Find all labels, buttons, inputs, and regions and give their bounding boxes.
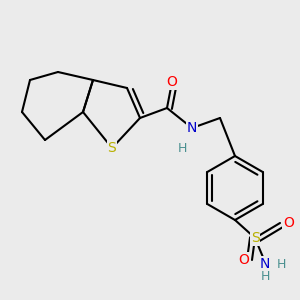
Text: O: O bbox=[238, 253, 249, 267]
Text: H: H bbox=[177, 142, 187, 154]
Text: H: H bbox=[260, 269, 270, 283]
Text: O: O bbox=[283, 216, 294, 230]
Text: N: N bbox=[187, 121, 197, 135]
Text: H: H bbox=[277, 257, 286, 271]
Text: S: S bbox=[108, 141, 116, 155]
Text: S: S bbox=[250, 231, 260, 245]
Text: O: O bbox=[167, 75, 177, 89]
Text: N: N bbox=[260, 257, 270, 271]
